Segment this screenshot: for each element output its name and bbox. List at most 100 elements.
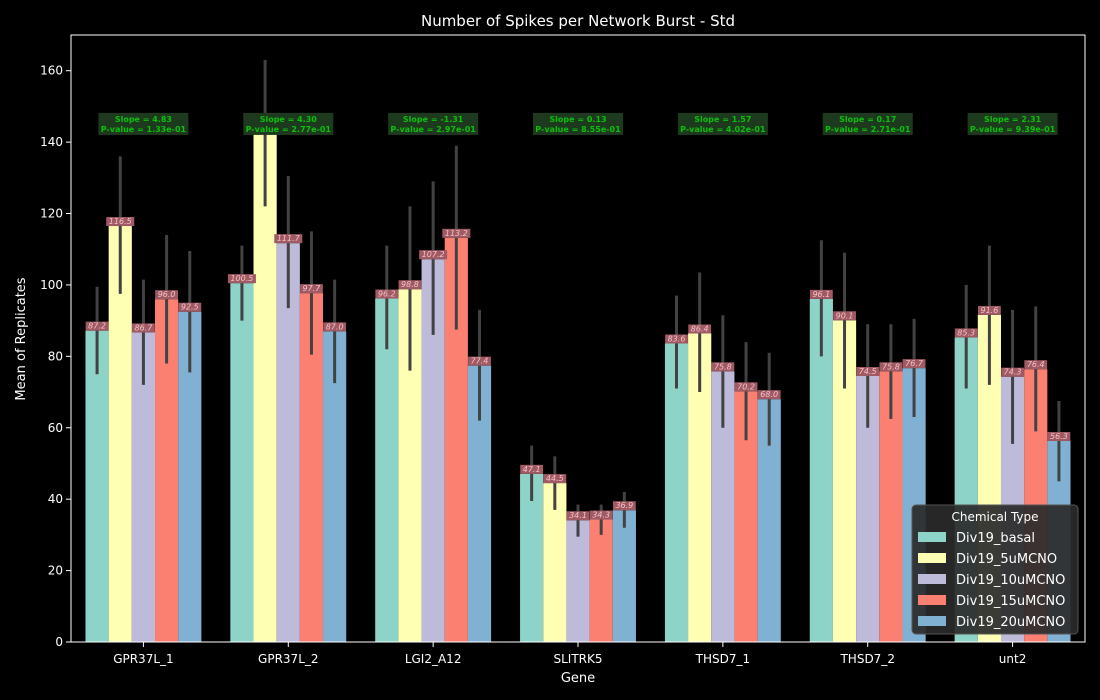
y-tick-label: 120 [40, 207, 63, 221]
bar-label: 74.3 [1004, 368, 1022, 377]
y-tick-label: 60 [48, 421, 63, 435]
bar-label: 96.1 [812, 290, 830, 299]
bar-label-bg [106, 217, 135, 227]
chart-title: Number of Spikes per Network Burst - Std [421, 12, 735, 30]
stat-annotation-bg [533, 112, 623, 135]
y-tick-label: 100 [40, 278, 63, 292]
x-axis: GPR37L_1 GPR37L_2 LGI2_A12 SLITRK5 THSD7_1 TH… [113, 642, 1026, 666]
bar [688, 333, 712, 642]
bar [612, 510, 636, 642]
bar-label-bg [566, 511, 590, 521]
x-tick-label: THSD7_2 [839, 652, 894, 666]
legend: Chemical Type Div19_basal Div19_5uMCNO Div1… [911, 504, 1079, 635]
legend-item: Div19_15uMCNO [918, 594, 1065, 609]
bar-label: 100.5 [230, 274, 253, 283]
bar-label-bg [833, 311, 856, 321]
bar-label: 68.0 [760, 390, 778, 399]
x-tick-label: GPR37L_1 [113, 652, 173, 666]
legend-item: Div19_basal [918, 531, 1035, 546]
bar-label: 77.4 [471, 357, 489, 366]
bar-label-bg [520, 464, 544, 474]
bar-label: 83.6 [668, 334, 686, 343]
bar-label: 87.0 [326, 322, 344, 331]
bar [589, 519, 613, 642]
stat-annotation: Slope = 2.31P-value = 9.39e-01 [967, 112, 1058, 135]
bar-label: 44.5 [546, 474, 564, 483]
bar-label-bg [954, 328, 978, 338]
bar-label: 86.7 [135, 323, 154, 332]
bar [421, 259, 445, 642]
y-tick-label: 140 [40, 135, 63, 149]
bar-label: 96.0 [158, 290, 176, 299]
bar-labels-Div19_20uMCNO: 92.5 87.0 77.4 36.9 68.0 76.7 56.3 [178, 302, 1071, 511]
x-tick-label: SLITRK5 [553, 652, 602, 666]
bar-label: 36.9 [615, 501, 633, 510]
bar-label-bg [178, 302, 202, 312]
bar-label: 76.4 [1027, 360, 1045, 369]
bar-label: 56.3 [1050, 432, 1068, 441]
p-value-text: P-value = 1.33e-01 [101, 125, 187, 134]
bar [520, 473, 544, 642]
bar-label-bg [398, 280, 422, 290]
bar [879, 371, 903, 642]
bar-label: 97.7 [303, 284, 322, 293]
bar-label-bg [1024, 360, 1048, 370]
stat-annotation-bg [822, 112, 913, 135]
bar-label: 111.7 [277, 234, 301, 243]
bar-label: 90.1 [836, 311, 854, 320]
bar-label: 98.8 [401, 280, 419, 289]
legend-swatch [918, 532, 946, 542]
slope-text: Slope = -1.31 [403, 115, 464, 124]
bar [543, 483, 567, 642]
legend-label: Div19_10uMCNO [956, 573, 1065, 588]
stat-annotation-bg [98, 112, 189, 135]
legend-title: Chemical Type [951, 510, 1038, 524]
bar-label-bg [856, 366, 880, 376]
bar-label-bg [734, 382, 758, 392]
legend-label: Div19_15uMCNO [956, 594, 1065, 609]
bar-label-bg [711, 362, 735, 372]
bar-label-bg [442, 228, 471, 238]
bar [444, 237, 468, 642]
y-tick-label: 160 [40, 64, 63, 78]
stat-annotation: Slope = 4.30P-value = 2.77e-01 [243, 112, 334, 135]
bar [832, 320, 857, 642]
stat-annotation: Slope = 1.57P-value = 4.02e-01 [677, 112, 768, 135]
stat-annotation-bg [677, 112, 768, 135]
bar-label-bg [879, 362, 903, 372]
bar-label: 96.2 [378, 290, 396, 299]
bar-label: 116.5 [109, 217, 132, 226]
bar [757, 399, 781, 642]
y-axis: 0 20 40 60 80 100 120 140 160 [40, 64, 71, 649]
bar-label-bg [977, 305, 1001, 315]
bar-label: 47.1 [523, 465, 541, 474]
bar-label-bg [85, 321, 109, 331]
bar-label: 70.2 [737, 382, 755, 391]
legend-item: Div19_20uMCNO [918, 615, 1065, 630]
y-axis-label: Mean of Replicates [14, 277, 29, 400]
stat-annotation-bg [243, 112, 334, 135]
slope-text: Slope = 0.17 [839, 115, 896, 124]
bar-label-bg [902, 359, 926, 369]
stat-annotation: Slope = 0.17P-value = 2.71e-01 [822, 112, 913, 135]
bar-label: 91.6 [980, 306, 998, 315]
bar [230, 283, 254, 642]
bar [253, 133, 277, 643]
y-tick-label: 0 [55, 635, 63, 649]
bar-label-bg [300, 284, 323, 294]
bar-label: 86.4 [691, 325, 709, 334]
legend-item: Div19_5uMCNO [918, 552, 1057, 567]
bar [276, 243, 300, 643]
slope-text: Slope = 4.30 [260, 115, 318, 124]
legend-box [911, 504, 1079, 635]
stat-annotation-bg [388, 112, 479, 135]
p-value-text: P-value = 2.97e-01 [390, 125, 476, 134]
bar [85, 330, 109, 642]
bar-label-bg [1001, 367, 1024, 377]
p-value-text: P-value = 9.39e-01 [970, 125, 1056, 134]
bar-label-bg [323, 322, 347, 332]
bar-label: 85.3 [957, 328, 975, 337]
bar [398, 289, 422, 642]
